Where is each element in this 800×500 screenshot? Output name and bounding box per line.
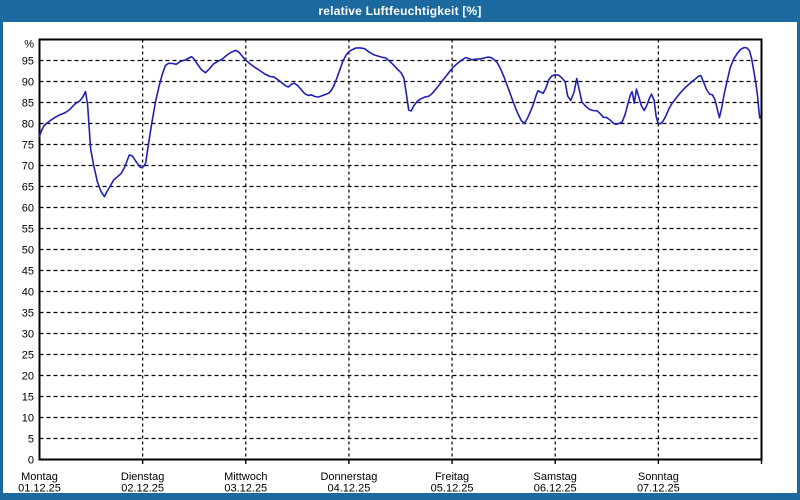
humidity-line xyxy=(38,46,761,198)
day-name-label: Sonntag xyxy=(638,471,679,483)
y-tick-label: 35 xyxy=(22,308,34,320)
y-tick-label: 70 xyxy=(22,161,34,173)
y-tick-label: 10 xyxy=(22,413,34,425)
window-title: relative Luftfeuchtigkeit [%] xyxy=(318,4,482,18)
y-tick-label: 15 xyxy=(22,392,34,404)
day-name-label: Montag xyxy=(21,471,58,483)
y-tick-label: 55 xyxy=(22,224,34,236)
y-tick-label: 25 xyxy=(22,350,34,362)
day-name-label: Samstag xyxy=(534,471,577,483)
day-date-label: 05.12.25 xyxy=(431,483,474,495)
day-date-label: 03.12.25 xyxy=(224,483,267,495)
y-tick-label: 50 xyxy=(22,245,34,257)
y-tick-label: 40 xyxy=(22,287,34,299)
day-date-label: 01.12.25 xyxy=(18,483,61,495)
y-tick-label: 80 xyxy=(22,119,34,131)
y-tick-label: 45 xyxy=(22,266,34,278)
day-name-label: Dienstag xyxy=(121,471,164,483)
y-tick-label: 85 xyxy=(22,98,34,110)
day-date-label: 04.12.25 xyxy=(328,483,371,495)
day-date-label: 07.12.25 xyxy=(637,483,680,495)
day-date-label: 02.12.25 xyxy=(121,483,164,495)
title-bar[interactable]: relative Luftfeuchtigkeit [%] xyxy=(0,0,800,22)
plot-border xyxy=(38,38,763,461)
y-axis-unit-label: % xyxy=(24,39,34,51)
day-name-label: Freitag xyxy=(435,471,469,483)
y-tick-label: 5 xyxy=(28,434,34,446)
day-name-label: Donnerstag xyxy=(320,471,377,483)
chart-canvas xyxy=(3,22,797,493)
y-tick-label: 75 xyxy=(22,140,34,152)
y-tick-label: 60 xyxy=(22,203,34,215)
y-tick-label: 90 xyxy=(22,77,34,89)
y-tick-label: 0 xyxy=(28,455,34,467)
y-tick-label: 95 xyxy=(22,56,34,68)
y-tick-label: 20 xyxy=(22,371,34,383)
y-tick-label: 65 xyxy=(22,182,34,194)
day-date-label: 06.12.25 xyxy=(534,483,577,495)
day-name-label: Mittwoch xyxy=(224,471,267,483)
y-tick-label: 30 xyxy=(22,329,34,341)
